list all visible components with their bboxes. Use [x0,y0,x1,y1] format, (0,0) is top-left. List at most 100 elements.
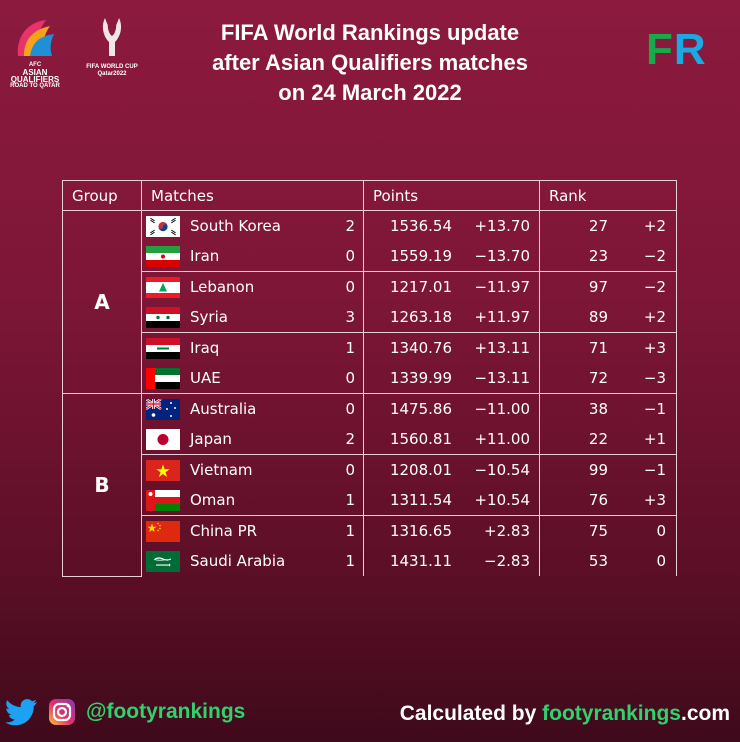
iraq-flag-icon [146,337,180,359]
team-name: Saudi Arabia [190,552,286,570]
points-cell: 1208.01 −10.54 [363,454,540,485]
afc-logo-line3: QUALIFIERS [10,75,60,84]
rank-cell: 97 −2 [539,271,677,302]
rank-value: 27 [588,217,608,235]
points-change: +2.83 [484,522,530,540]
match-score: 3 [345,308,355,326]
points-value: 1316.65 [389,522,452,540]
match-cell: UAE 0 [141,363,364,394]
rank-change: +3 [643,339,666,357]
rankings-table: Group Matches Points Rank A South Korea … [62,180,677,577]
points-value: 1339.99 [389,369,452,387]
match-score: 1 [345,491,355,509]
rank-cell: 27 +2 [539,210,677,241]
rank-cell: 53 0 [539,546,677,576]
rank-value: 23 [588,247,608,265]
instagram-icon[interactable] [48,698,76,726]
team-name: Oman [190,491,236,509]
points-value: 1475.86 [389,400,452,418]
points-value: 1217.01 [389,278,452,296]
column-header-rank: Rank [539,180,677,211]
team-name: Japan [190,430,232,448]
social-handle[interactable]: @footyrankings [86,700,246,723]
team-name: Lebanon [190,278,255,296]
iran-flag-icon [146,245,180,267]
rank-change: +1 [643,430,666,448]
vietnam-flag-icon [146,459,180,481]
rank-value: 99 [588,461,608,479]
column-header-group: Group [62,180,142,211]
points-change: +10.54 [474,491,530,509]
match-cell: Oman 1 [141,485,364,516]
fifa-world-cup-logo: FIFA WORLD CUP Qatar2022 [80,16,144,86]
points-change: −13.70 [474,247,530,265]
rank-cell: 89 +2 [539,302,677,333]
points-cell: 1560.81 +11.00 [363,424,540,455]
table-row: UAE 0 1339.99 −13.11 72 −3 [63,363,677,394]
group-label: A [62,210,142,394]
page-title: FIFA World Rankings update after Asian Q… [160,18,580,108]
points-value: 1536.54 [389,217,452,235]
match-score: 0 [345,278,355,296]
twitter-icon[interactable] [6,698,38,726]
match-cell: Syria 3 [141,302,364,333]
credit-suffix[interactable]: .com [680,702,730,725]
rank-change: 0 [656,522,666,540]
points-value: 1311.54 [389,491,452,509]
points-change: −11.00 [474,400,530,418]
points-change: −2.83 [484,552,530,570]
rank-value: 97 [588,278,608,296]
points-cell: 1339.99 −13.11 [363,363,540,394]
match-cell: Vietnam 0 [141,454,364,485]
table-row: Oman 1 1311.54 +10.54 76 +3 [63,485,677,516]
points-change: −13.11 [474,369,530,387]
points-value: 1559.19 [389,247,452,265]
afc-logo-line4: ROAD TO QATAR [10,83,60,89]
team-name: Syria [190,308,228,326]
points-change: +13.70 [474,217,530,235]
team-name: Vietnam [190,461,253,479]
rank-change: −2 [643,278,666,296]
china-flag-icon [146,520,180,542]
title-line-2: after Asian Qualifiers matches [212,50,528,75]
points-cell: 1311.54 +10.54 [363,485,540,516]
points-cell: 1340.76 +13.11 [363,332,540,363]
points-cell: 1536.54 +13.70 [363,210,540,241]
points-value: 1560.81 [389,430,452,448]
rank-change: −1 [643,461,666,479]
points-value: 1208.01 [389,461,452,479]
title-line-1: FIFA World Rankings update [220,20,520,45]
rank-change: −2 [643,247,666,265]
syria-flag-icon [146,306,180,328]
match-score: 0 [345,400,355,418]
world-cup-emblem [102,18,122,56]
credit-prefix: Calculated by [399,702,543,725]
points-change: +11.97 [474,308,530,326]
points-cell: 1431.11 −2.83 [363,546,540,576]
points-cell: 1559.19 −13.70 [363,241,540,272]
points-change: −10.54 [474,461,530,479]
social-footer: @footyrankings [6,698,245,726]
points-cell: 1475.86 −11.00 [363,393,540,424]
table-row: A South Korea 2 1536.54 +13.70 27 +2 [62,210,677,394]
table-header-row: Group Matches Points Rank [62,180,677,211]
uae-flag-icon [146,367,180,389]
rank-change: 0 [656,552,666,570]
match-cell: Saudi Arabia 1 [141,546,364,576]
match-score: 2 [345,217,355,235]
match-cell: South Korea 2 [141,210,364,241]
rank-cell: 72 −3 [539,363,677,394]
table-row: Lebanon 0 1217.01 −11.97 97 −2 [63,271,677,302]
points-cell: 1316.65 +2.83 [363,515,540,546]
match-score: 1 [345,552,355,570]
points-cell: 1217.01 −11.97 [363,271,540,302]
match-cell: Iran 0 [141,241,364,272]
team-name: Australia [190,400,257,418]
points-value: 1263.18 [389,308,452,326]
afc-logo-line2: ASIAN [22,68,48,77]
credit-site[interactable]: footyrankings [542,702,681,725]
match-score: 0 [345,461,355,479]
match-cell: China PR 1 [141,515,364,546]
fr-logo-r: R [673,25,707,74]
wc-logo-line2: Qatar2022 [97,71,127,77]
